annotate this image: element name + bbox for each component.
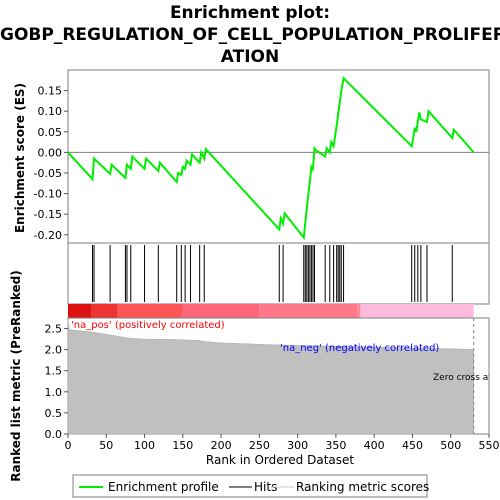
metric-y-tick-label: 0.0	[45, 428, 63, 441]
gradient-segment	[357, 304, 361, 318]
pos-correlated-label: 'na_pos' (positively correlated)	[71, 320, 225, 331]
hit-lines	[91, 245, 453, 302]
title-line-3: ATION	[220, 47, 280, 67]
legend-label-enrichment: Enrichment profile	[108, 480, 219, 494]
es-panel: 0.15 0.10 0.05 0.00 -0.05 -0.10 -0.15 -0.20 Enr…	[13, 69, 490, 244]
legend-label-hits: Hits	[254, 480, 277, 494]
rank-gradient-bar	[68, 304, 474, 318]
es-y-axis-label: Enrichment score (ES)	[13, 83, 27, 233]
es-y-tick-label: 0.10	[38, 105, 63, 118]
es-y-tick-label: -0.10	[34, 188, 62, 201]
gradient-segment	[68, 304, 91, 318]
x-tick-label: 100	[134, 439, 155, 452]
hits-panel	[67, 242, 490, 318]
x-tick-label: 350	[325, 439, 346, 452]
es-y-tick-label: 0.00	[38, 146, 63, 159]
title-line-1: Enrichment plot:	[169, 3, 331, 23]
x-tick-label: 50	[99, 439, 113, 452]
legend-label-ranking: Ranking metric scores	[296, 480, 429, 494]
metric-y-tick-label: 2.0	[45, 344, 63, 357]
es-y-tick-label: 0.05	[38, 126, 63, 139]
x-tick-label: 150	[172, 439, 193, 452]
metric-panel: 0.0 0.5 1.0 1.5 2.0 2.5 0 50 100 150 200 250 300 350…	[9, 270, 500, 482]
x-tick-label: 250	[249, 439, 270, 452]
es-panel-frame	[67, 69, 490, 244]
es-y-tick-label: -0.20	[34, 229, 62, 242]
legend-frame	[72, 474, 428, 498]
gradient-segment	[360, 304, 474, 318]
gradient-segment	[182, 304, 260, 318]
metric-y-tick-label: 1.5	[45, 365, 63, 378]
legend: Enrichment profile Hits Ranking metric s…	[72, 474, 429, 498]
es-y-tick-label: -0.05	[34, 167, 62, 180]
gradient-segment	[117, 304, 183, 318]
x-tick-label: 500	[440, 439, 461, 452]
neg-correlated-label: 'na_neg' (negatively correlated)	[280, 343, 439, 354]
chart-title: Enrichment plot: GOBP_REGULATION_OF_CELL…	[0, 2, 500, 68]
es-y-ticks: 0.15 0.10 0.05 0.00 -0.05 -0.10 -0.15 -0.20	[34, 85, 68, 242]
metric-y-tick-label: 2.5	[45, 323, 63, 336]
x-tick-label: 550	[479, 439, 500, 452]
title-line-2: GOBP_REGULATION_OF_CELL_POPULATION_PROLI…	[0, 25, 500, 45]
x-tick-label: 200	[211, 439, 232, 452]
metric-y-tick-label: 1.0	[45, 386, 63, 399]
metric-x-ticks: 0 50 100 150 200 250 300 350 400 450 500 550	[65, 434, 500, 452]
hits-panel-frame	[67, 242, 490, 305]
zero-cross-label: Zero cross at 530	[433, 373, 500, 383]
ranked-metric-area	[67, 320, 474, 435]
x-tick-label: 300	[287, 439, 308, 452]
x-tick-label: 400	[364, 439, 385, 452]
es-y-tick-label: -0.15	[34, 208, 62, 221]
x-tick-label: 450	[402, 439, 423, 452]
es-y-tick-label: 0.15	[38, 85, 63, 98]
gradient-segment	[90, 304, 118, 318]
metric-y-axis-label: Ranked list metric (PreRanked)	[9, 270, 23, 482]
x-tick-label: 0	[65, 439, 72, 452]
gradient-segment	[259, 304, 358, 318]
x-axis-label: Rank in Ordered Dataset	[206, 453, 354, 467]
metric-y-tick-label: 0.5	[45, 407, 63, 420]
enrichment-profile-line	[67, 76, 475, 241]
metric-y-ticks: 0.0 0.5 1.0 1.5 2.0 2.5	[45, 323, 68, 441]
